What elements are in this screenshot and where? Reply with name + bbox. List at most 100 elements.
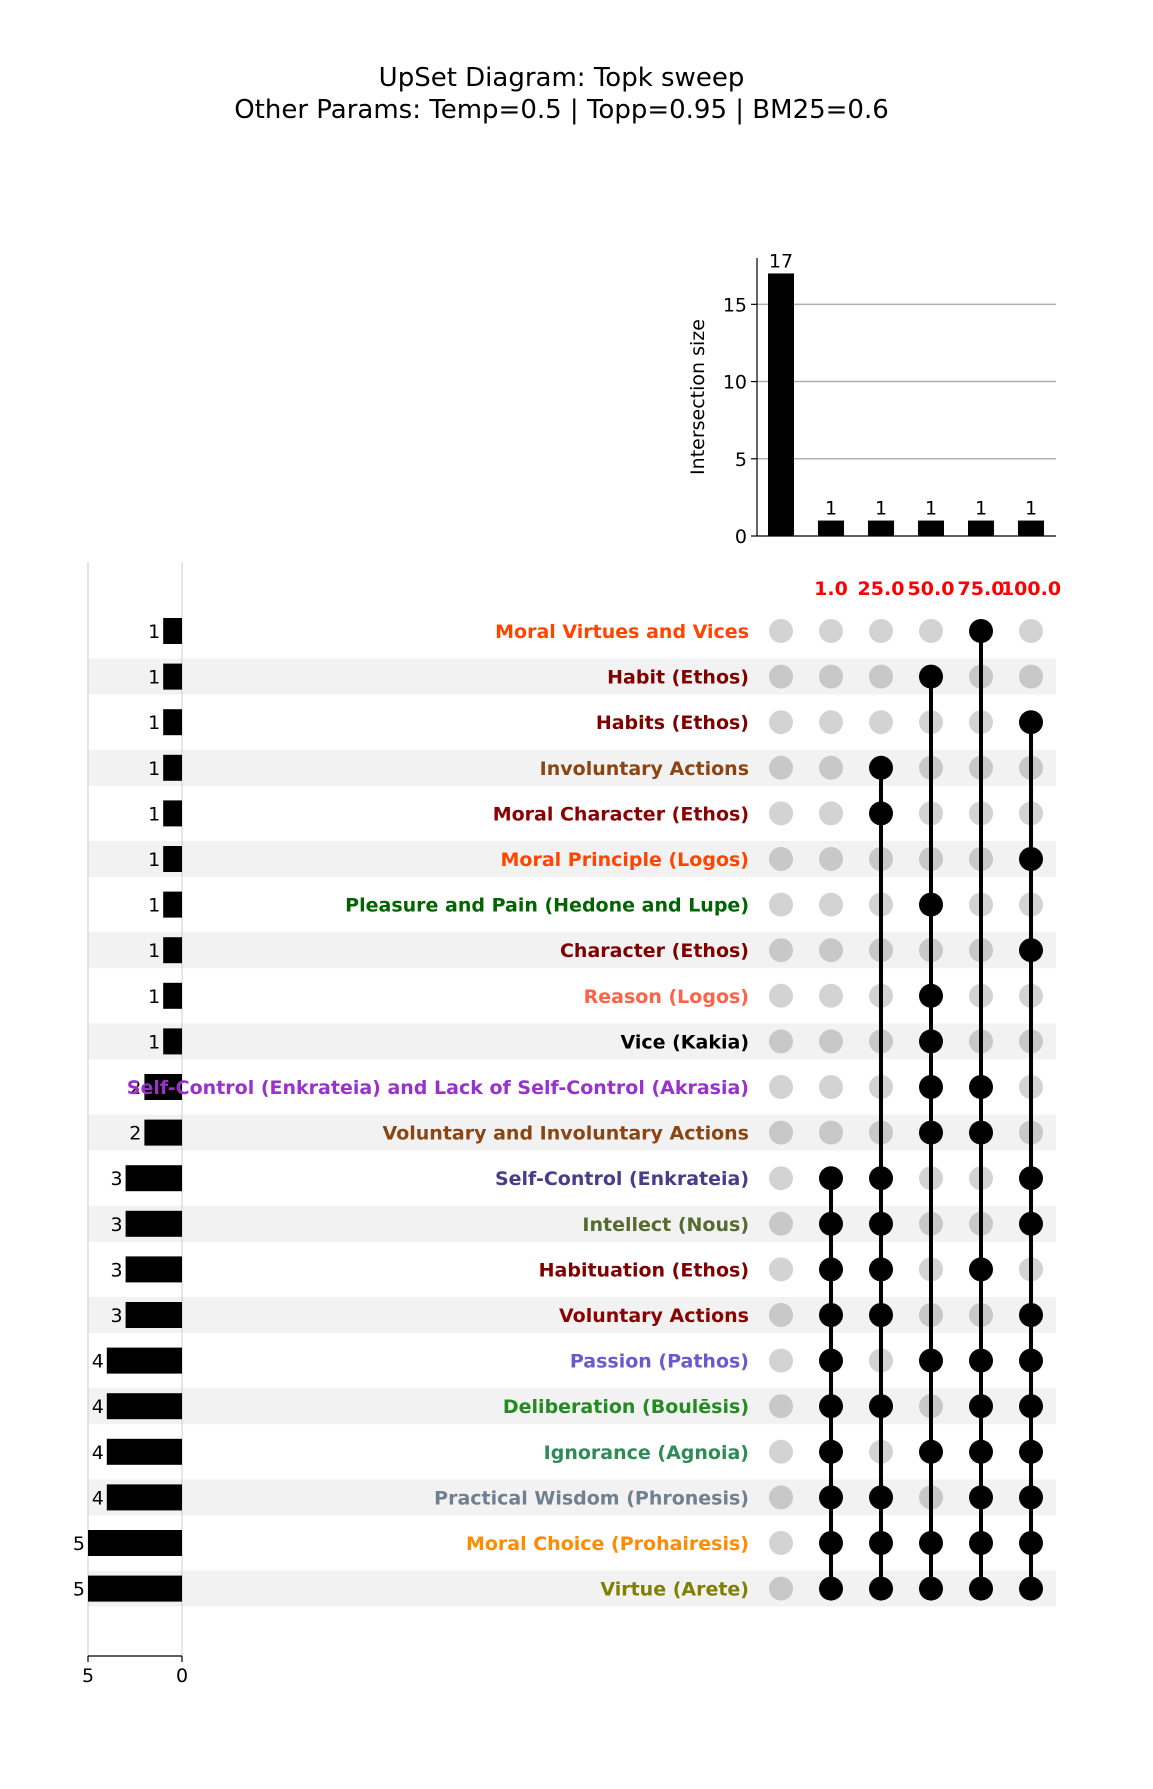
matrix-dot-filled — [869, 755, 893, 780]
intersection-bar — [818, 520, 844, 536]
row-stripe — [88, 932, 1056, 969]
set-label: Pleasure and Pain (Hedone and Lupe) — [345, 895, 749, 917]
matrix-dot-filled — [1019, 1211, 1043, 1236]
set-size-bar — [106, 1347, 182, 1374]
set-size-bar — [144, 1074, 182, 1100]
set-label: Deliberation (Boulēsis) — [503, 1396, 749, 1418]
set-size-value-label: 2 — [129, 1123, 141, 1145]
set-label: Virtue (Arete) — [600, 1579, 749, 1601]
matrix-dot-filled — [1019, 1485, 1043, 1510]
matrix-dot-empty — [819, 664, 843, 689]
matrix-dot-empty — [819, 892, 843, 917]
set-size-value-label: 3 — [111, 1259, 123, 1281]
matrix-dot-filled — [1019, 1166, 1043, 1191]
matrix-dot-empty — [769, 1348, 793, 1373]
matrix-dot-empty — [769, 710, 793, 735]
chart-title-line1: UpSet Diagram: Topk sweep — [378, 63, 745, 93]
matrix-dot-filled — [1019, 1576, 1043, 1601]
column-header-label: 75.0 — [958, 578, 1005, 600]
matrix-dot-filled — [919, 1576, 943, 1601]
intersection-bar — [918, 520, 944, 536]
matrix-dot-empty — [769, 892, 793, 917]
matrix-dot-filled — [919, 892, 943, 917]
matrix-dot-filled — [1019, 710, 1043, 735]
set-size-bar — [163, 846, 182, 872]
set-size-value-label: 1 — [148, 621, 160, 643]
set-size-bar — [125, 1256, 182, 1283]
set-label: Vice (Kakia) — [620, 1031, 749, 1053]
row-stripe — [88, 1205, 1056, 1242]
matrix-dot-filled — [969, 1257, 993, 1282]
matrix-dot-empty — [769, 983, 793, 1008]
matrix-dot-empty — [769, 847, 793, 871]
set-size-value-label: 2 — [129, 1077, 141, 1099]
column-header-label: 1.0 — [814, 578, 848, 600]
set-size-value-label: 4 — [92, 1351, 104, 1373]
set-size-value-label: 4 — [92, 1442, 104, 1464]
y-tick-label: 10 — [723, 372, 747, 394]
chart-title-line2: Other Params: Temp=0.5 | Topp=0.95 | BM2… — [234, 95, 889, 125]
matrix-dot-filled — [869, 1303, 893, 1327]
matrix-dot-filled — [819, 1348, 843, 1373]
matrix-dot-empty — [869, 664, 893, 689]
set-size-bar — [88, 1575, 182, 1602]
row-stripe — [88, 1114, 1056, 1151]
matrix-dot-filled — [969, 1394, 993, 1419]
matrix-dot-empty — [1019, 619, 1043, 643]
set-size-bar — [88, 1530, 182, 1556]
matrix-dot-filled — [1019, 1303, 1043, 1327]
set-size-bar — [163, 709, 182, 736]
set-label: Self-Control (Enkrateia) and Lack of Sel… — [127, 1077, 749, 1099]
row-stripe — [88, 1570, 1056, 1607]
set-label: Moral Character (Ethos) — [493, 803, 749, 825]
matrix-dot-filled — [869, 1257, 893, 1282]
set-size-bar — [163, 1028, 182, 1055]
matrix-dot-empty — [769, 1120, 793, 1145]
matrix-dot-filled — [919, 664, 943, 689]
matrix-dot-filled — [969, 619, 993, 643]
matrix-dot-empty — [869, 619, 893, 643]
matrix-dot-empty — [769, 801, 793, 826]
set-label: Moral Virtues and Vices — [495, 621, 749, 643]
matrix-dot-empty — [819, 801, 843, 826]
matrix-dot-empty — [819, 1029, 843, 1054]
set-label: Passion (Pathos) — [570, 1351, 749, 1373]
set-label: Involuntary Actions — [540, 758, 749, 780]
bar-value-label: 1 — [825, 498, 837, 520]
set-label: Habituation (Ethos) — [539, 1259, 749, 1281]
set-size-value-label: 5 — [73, 1579, 85, 1601]
matrix-dot-filled — [819, 1485, 843, 1510]
intersection-bar — [968, 520, 994, 536]
column-header-label: 50.0 — [908, 578, 955, 600]
matrix-dot-filled — [919, 1531, 943, 1555]
matrix-dot-filled — [1019, 938, 1043, 963]
set-size-bar — [125, 1210, 182, 1237]
matrix-dot-empty — [819, 983, 843, 1008]
set-size-bars: 5 0 1 1 1 1 1 1 1 1 1 1 2 2 3 3 3 3 4 4 4 4 5 5 — [73, 562, 188, 1687]
matrix-dot-empty — [819, 1075, 843, 1099]
set-label: Voluntary and Involuntary Actions — [383, 1123, 749, 1145]
matrix-dot-filled — [1019, 1531, 1043, 1555]
set-size-value-label: 1 — [148, 1031, 160, 1053]
bar-value-label: 1 — [975, 498, 987, 520]
set-size-value-label: 1 — [148, 758, 160, 780]
set-label: Moral Principle (Logos) — [501, 849, 750, 871]
row-stripes — [88, 658, 1056, 1607]
matrix-dot-empty — [769, 1257, 793, 1282]
matrix-dot-filled — [969, 1120, 993, 1145]
matrix-dot-empty — [769, 1485, 793, 1510]
set-label: Habits (Ethos) — [596, 712, 749, 734]
matrix-dot-filled — [919, 983, 943, 1008]
set-label: Habit (Ethos) — [607, 667, 749, 689]
matrix-dot-empty — [769, 1303, 793, 1327]
matrix-dot-filled — [919, 1120, 943, 1145]
matrix-dot-filled — [819, 1439, 843, 1464]
matrix-dot-filled — [969, 1075, 993, 1099]
column-header-label: 25.0 — [858, 578, 905, 600]
intersection-bar — [768, 273, 794, 536]
set-size-bar — [125, 1302, 182, 1328]
y-tick-label: 15 — [723, 294, 747, 316]
y-tick-label: 5 — [735, 449, 747, 471]
set-size-value-label: 1 — [148, 986, 160, 1008]
set-size-value-label: 1 — [148, 667, 160, 689]
